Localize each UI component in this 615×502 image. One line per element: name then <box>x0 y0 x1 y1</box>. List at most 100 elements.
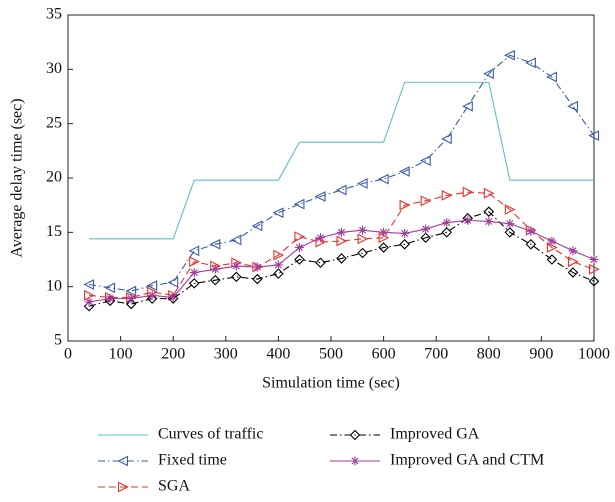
marker <box>400 228 410 238</box>
marker <box>336 235 348 247</box>
marker <box>420 195 432 207</box>
marker <box>273 268 284 279</box>
series-line <box>88 211 595 307</box>
marker <box>337 227 347 237</box>
x-tick-label: 100 <box>109 346 133 363</box>
marker <box>463 215 473 225</box>
x-tick-label: 0 <box>64 346 72 363</box>
marker <box>440 133 452 145</box>
marker <box>546 254 558 265</box>
marker <box>273 260 283 270</box>
marker <box>399 199 411 211</box>
marker <box>484 216 494 226</box>
legend-marker <box>117 455 129 467</box>
series-line <box>89 81 594 240</box>
x-tick-label: 600 <box>372 346 396 363</box>
marker <box>399 239 410 250</box>
y-tick-label: 25 <box>46 114 62 131</box>
marker <box>567 100 579 112</box>
legend-label: Improved GA <box>390 426 480 443</box>
marker <box>335 184 347 196</box>
marker <box>293 198 305 210</box>
marker <box>294 231 306 243</box>
legend-label: Fixed time <box>158 452 227 469</box>
marker <box>104 282 116 294</box>
plot-frame <box>67 14 595 342</box>
marker <box>462 100 473 112</box>
y-tick-label: 35 <box>46 6 62 23</box>
marker <box>209 238 221 250</box>
marker <box>526 226 536 236</box>
y-tick-label: 5 <box>54 332 62 349</box>
x-tick-label: 800 <box>477 346 501 363</box>
marker <box>126 294 136 304</box>
marker <box>420 232 431 244</box>
marker <box>483 206 495 217</box>
marker <box>525 239 537 250</box>
marker <box>251 220 263 232</box>
series-line <box>88 191 595 299</box>
marker <box>210 274 221 286</box>
marker <box>419 155 431 167</box>
marker <box>294 243 304 253</box>
marker <box>83 279 95 290</box>
legend-label: Curves of traffic <box>158 426 263 443</box>
x-tick-label: 900 <box>529 346 553 363</box>
marker <box>315 257 326 269</box>
marker <box>483 68 494 80</box>
legend-marker <box>117 481 129 493</box>
marker <box>421 224 431 234</box>
marker <box>125 285 137 297</box>
y-tick-label: 15 <box>46 223 62 240</box>
x-tick-label: 400 <box>266 346 290 363</box>
marker <box>231 261 241 271</box>
marker <box>504 227 516 238</box>
x-tick-label: 700 <box>424 346 448 363</box>
marker <box>357 247 368 259</box>
marker <box>441 227 452 238</box>
marker <box>588 263 600 275</box>
marker <box>314 191 326 202</box>
marker <box>547 236 557 246</box>
marker <box>315 233 325 243</box>
legend-marker <box>350 456 360 466</box>
marker <box>146 293 158 304</box>
marker <box>168 293 178 303</box>
marker <box>147 290 157 300</box>
y-tick-label: 10 <box>46 277 62 294</box>
marker <box>272 207 284 219</box>
x-tick-label: 500 <box>319 346 343 363</box>
marker <box>378 242 389 253</box>
legend-marker <box>349 429 361 441</box>
marker <box>379 227 389 237</box>
marker <box>442 218 452 228</box>
x-tick-label: 1000 <box>578 346 610 363</box>
marker <box>210 264 220 274</box>
marker <box>189 256 200 268</box>
x-tick-label: 200 <box>161 346 185 363</box>
marker <box>252 262 262 272</box>
marker <box>462 186 474 198</box>
series-line <box>88 54 595 292</box>
marker <box>588 130 600 142</box>
marker <box>231 271 242 283</box>
marker <box>568 246 578 256</box>
marker <box>483 187 495 199</box>
marker <box>105 294 115 304</box>
legend-label: SGA <box>158 478 190 495</box>
marker <box>504 49 515 61</box>
marker <box>358 225 368 235</box>
marker <box>84 297 94 307</box>
marker <box>567 267 579 278</box>
y-tick-label: 30 <box>46 60 62 77</box>
y-tick-label: 20 <box>46 169 62 186</box>
marker <box>125 298 137 310</box>
x-axis-label: Simulation time (sec) <box>262 375 400 392</box>
marker <box>589 255 599 264</box>
marker <box>377 173 389 185</box>
marker <box>189 268 199 278</box>
marker <box>567 256 579 268</box>
marker <box>146 280 158 291</box>
marker <box>441 189 453 201</box>
marker <box>546 71 557 83</box>
